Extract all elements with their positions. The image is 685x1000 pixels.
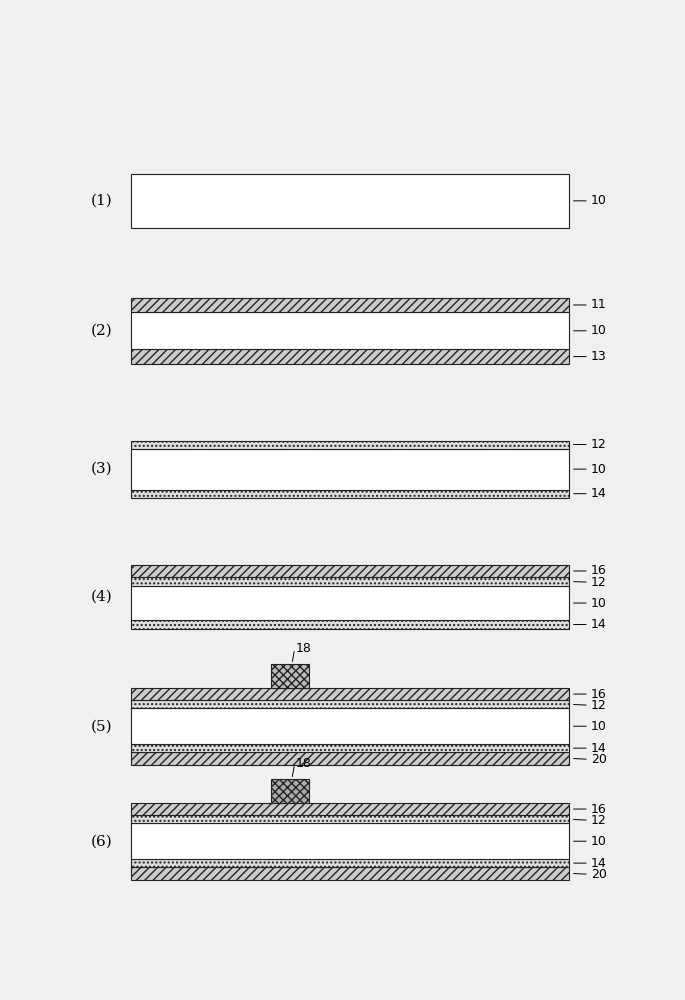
Text: 12: 12 xyxy=(591,576,607,589)
Bar xyxy=(131,688,569,700)
Text: 10: 10 xyxy=(591,463,607,476)
Bar xyxy=(271,779,309,803)
Text: 11: 11 xyxy=(591,298,607,311)
Bar xyxy=(131,490,569,498)
Bar xyxy=(131,565,569,577)
Text: 14: 14 xyxy=(591,618,607,631)
Text: 14: 14 xyxy=(591,857,607,870)
Bar xyxy=(131,577,569,586)
Text: 10: 10 xyxy=(591,597,607,610)
Bar xyxy=(131,823,569,859)
Text: 10: 10 xyxy=(591,194,607,207)
Text: (3): (3) xyxy=(90,462,112,476)
Text: (2): (2) xyxy=(90,324,112,338)
Bar xyxy=(131,620,569,629)
Text: (1): (1) xyxy=(90,194,112,208)
Text: 18: 18 xyxy=(296,642,312,655)
Bar xyxy=(131,700,569,708)
Text: (4): (4) xyxy=(90,590,112,604)
Bar xyxy=(131,586,569,620)
Text: 14: 14 xyxy=(591,487,607,500)
Bar xyxy=(131,174,569,228)
Bar xyxy=(131,803,569,815)
Text: 12: 12 xyxy=(591,438,607,451)
Text: 12: 12 xyxy=(591,814,607,827)
Text: 10: 10 xyxy=(591,720,607,733)
Bar xyxy=(131,867,569,880)
Bar xyxy=(131,752,569,765)
Text: 10: 10 xyxy=(591,324,607,337)
Text: 20: 20 xyxy=(591,753,607,766)
Text: 12: 12 xyxy=(591,699,607,712)
Bar xyxy=(131,744,569,752)
Text: 18: 18 xyxy=(296,757,312,770)
Bar xyxy=(131,859,569,867)
Text: 10: 10 xyxy=(591,835,607,848)
Text: 16: 16 xyxy=(591,564,607,577)
Bar xyxy=(131,449,569,490)
Bar xyxy=(131,708,569,744)
Text: 16: 16 xyxy=(591,803,607,816)
Bar xyxy=(131,441,569,449)
Bar xyxy=(271,664,309,688)
Text: 16: 16 xyxy=(591,688,607,701)
Text: 13: 13 xyxy=(591,350,607,363)
Text: 14: 14 xyxy=(591,742,607,755)
Bar xyxy=(131,298,569,312)
Text: (5): (5) xyxy=(90,719,112,733)
Bar xyxy=(131,815,569,823)
Bar xyxy=(131,312,569,349)
Text: (6): (6) xyxy=(90,834,112,848)
Text: 20: 20 xyxy=(591,868,607,881)
Bar xyxy=(131,349,569,364)
